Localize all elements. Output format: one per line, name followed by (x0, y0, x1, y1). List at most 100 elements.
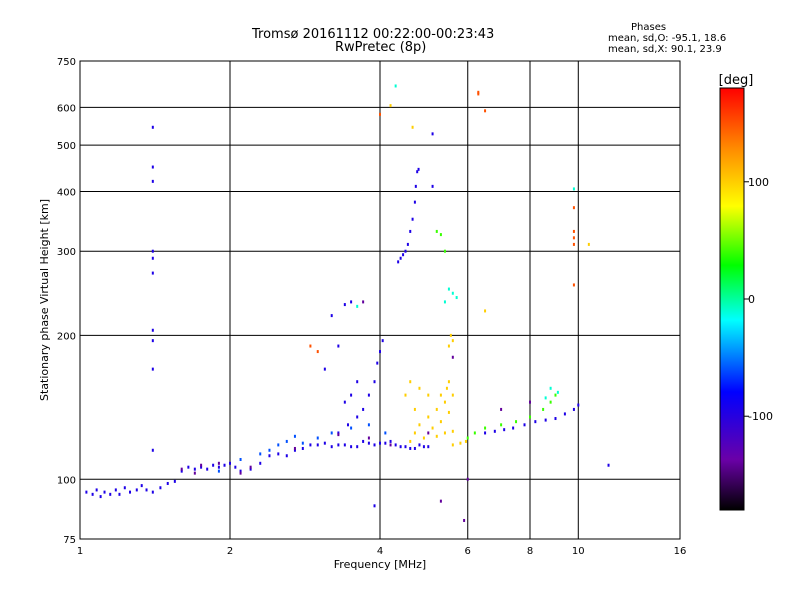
data-point (451, 355, 454, 359)
data-point (103, 490, 106, 494)
data-point (384, 431, 387, 435)
data-point (114, 488, 117, 492)
data-point (389, 439, 392, 443)
data-point (435, 407, 438, 411)
colorbar-tick-label: 0 (748, 293, 755, 306)
data-point (239, 457, 242, 461)
data-point (223, 463, 226, 467)
data-point (534, 420, 537, 424)
data-point (309, 344, 312, 348)
data-point (323, 441, 326, 445)
y-tick-label: 500 (57, 141, 76, 152)
data-point (484, 309, 487, 313)
y-axis-label: Stationary phase Virtual Height [km] (38, 199, 51, 401)
data-point (193, 467, 196, 471)
data-point (229, 461, 231, 465)
data-point (193, 471, 196, 475)
data-point (373, 380, 376, 384)
data-point (309, 443, 312, 447)
stats-heading: Phases (631, 22, 667, 33)
data-point (285, 454, 288, 458)
data-point (356, 415, 359, 419)
data-point (427, 445, 430, 449)
data-point (443, 300, 446, 304)
colorbar-ticks: -100 0 100 (744, 176, 773, 423)
data-point (166, 481, 169, 485)
data-point (151, 165, 154, 169)
data-point (151, 179, 154, 183)
data-point (484, 431, 487, 435)
data-point (529, 400, 531, 404)
data-point (427, 415, 430, 419)
data-point (451, 339, 454, 343)
data-point (409, 229, 412, 233)
y-tick-label: 75 (63, 535, 76, 546)
data-point (572, 407, 575, 411)
data-point (316, 443, 319, 447)
colorbar-tick-label: -100 (748, 410, 773, 423)
data-point (409, 446, 412, 450)
data-point (343, 303, 346, 307)
data-point (427, 431, 430, 435)
data-point (200, 463, 203, 467)
data-point (473, 431, 476, 435)
data-point (431, 426, 434, 430)
data-point (159, 486, 162, 490)
data-point (109, 492, 112, 496)
data-point (493, 429, 496, 433)
data-point (523, 423, 526, 427)
data-point (554, 393, 557, 397)
data-point (140, 484, 143, 488)
data-point (277, 443, 280, 447)
data-point (409, 439, 412, 443)
x-axis-label: Frequency [MHz] (334, 558, 426, 571)
data-point (350, 300, 353, 304)
x-tick-label: 6 (465, 546, 471, 557)
data-point (356, 445, 359, 449)
data-point (180, 467, 183, 471)
data-point (512, 426, 515, 430)
data-point (293, 448, 296, 452)
data-point (500, 407, 503, 411)
data-point (577, 403, 580, 407)
data-point (376, 361, 379, 365)
data-point (95, 488, 98, 492)
data-point (503, 428, 506, 432)
data-point (337, 443, 340, 447)
data-point (542, 407, 545, 411)
data-point (337, 433, 340, 437)
data-point (435, 434, 438, 438)
data-point (151, 367, 154, 371)
x-tick-label: 10 (572, 546, 585, 557)
y-tick-labels: 75 100 200 300 400 500 600 750 (57, 57, 76, 546)
data-point (249, 465, 252, 469)
data-point (484, 109, 487, 113)
data-point (447, 344, 450, 348)
data-point (239, 469, 242, 473)
data-point (323, 367, 326, 371)
data-point (200, 465, 203, 469)
data-point (389, 104, 392, 108)
data-point (293, 446, 296, 450)
y-tick-label: 200 (57, 331, 76, 342)
data-point (301, 446, 304, 450)
data-point (439, 233, 442, 237)
colorbar-tick-label: 100 (748, 176, 769, 189)
x-tick-label: 2 (227, 546, 233, 557)
data-point (414, 184, 417, 188)
data-point (268, 454, 271, 458)
data-point (418, 443, 421, 447)
data-point (500, 423, 503, 427)
data-point (217, 465, 220, 469)
data-point (350, 426, 353, 430)
stats-o-mode: mean, sd,O: -95.1, 18.6 (608, 33, 727, 44)
data-point (343, 443, 346, 447)
x-tick-labels: 1 2 4 6 8 10 16 (77, 546, 687, 557)
data-point (301, 441, 304, 445)
data-point (356, 304, 359, 308)
data-point (316, 350, 319, 354)
data-point (362, 407, 365, 411)
data-point (404, 249, 407, 253)
data-point (572, 242, 575, 246)
